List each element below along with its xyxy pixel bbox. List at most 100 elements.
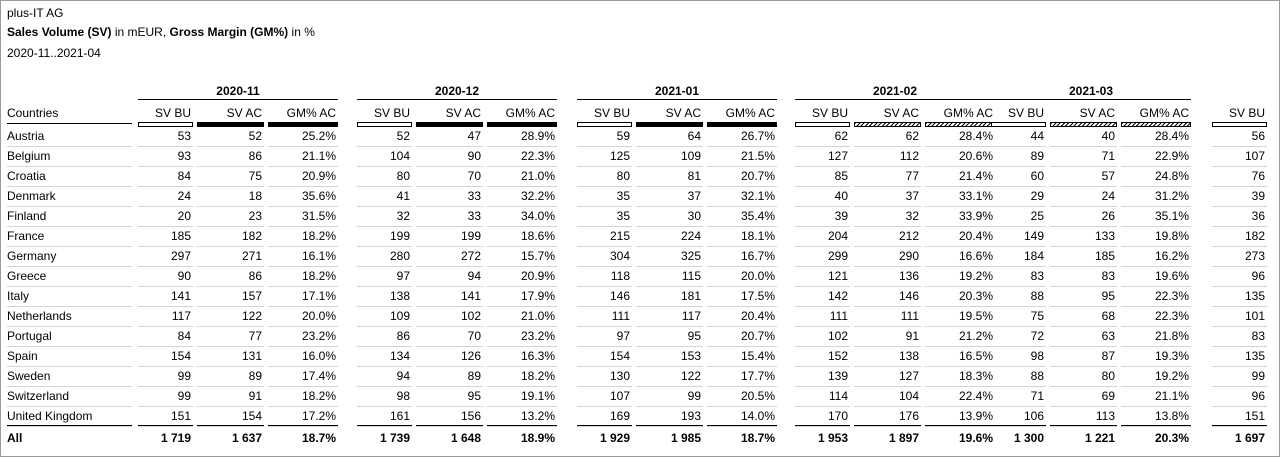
row-separator bbox=[707, 346, 777, 347]
row-separator bbox=[416, 206, 483, 207]
row-separator bbox=[636, 426, 703, 427]
row-separator bbox=[636, 306, 703, 307]
row-country: France bbox=[7, 229, 45, 243]
row-separator bbox=[1121, 286, 1191, 287]
table-cell: 97 bbox=[616, 329, 630, 343]
table-cell: 154 bbox=[609, 349, 630, 363]
row-separator bbox=[7, 426, 132, 427]
table-cell: 117 bbox=[171, 309, 191, 323]
row-separator bbox=[1212, 266, 1267, 267]
table-cell: 99 bbox=[177, 389, 191, 403]
month-header: 2021-02 bbox=[872, 84, 918, 98]
table-cell: 212 bbox=[898, 229, 919, 243]
total-cell: 1 697 bbox=[1234, 431, 1265, 445]
row-separator bbox=[991, 406, 1046, 407]
table-cell: 139 bbox=[827, 369, 848, 383]
row-separator bbox=[854, 366, 921, 367]
table-cell: 71 bbox=[1101, 149, 1115, 163]
row-separator bbox=[636, 406, 703, 407]
row-separator bbox=[991, 246, 1046, 247]
row-separator bbox=[925, 406, 995, 407]
total-cell: 19.6% bbox=[958, 431, 993, 445]
table-cell: 99 bbox=[1251, 369, 1265, 383]
row-separator bbox=[7, 186, 132, 187]
row-separator bbox=[7, 246, 132, 247]
table-cell: 62 bbox=[905, 129, 919, 143]
row-separator bbox=[854, 186, 921, 187]
table-cell: 84 bbox=[177, 169, 191, 183]
table-cell: 107 bbox=[609, 389, 630, 403]
row-separator bbox=[357, 386, 412, 387]
row-separator bbox=[1121, 206, 1191, 207]
row-separator bbox=[416, 266, 483, 267]
table-cell: 304 bbox=[609, 249, 630, 263]
scenario-bar bbox=[991, 122, 1046, 127]
table-cell: 16.1% bbox=[301, 249, 336, 263]
row-separator bbox=[795, 146, 850, 147]
row-separator bbox=[577, 266, 632, 267]
table-cell: 21.0% bbox=[520, 309, 555, 323]
table-cell: 21.5% bbox=[740, 149, 775, 163]
row-separator bbox=[416, 426, 483, 427]
row-separator bbox=[1050, 406, 1117, 407]
table-cell: 69 bbox=[1101, 389, 1115, 403]
row-separator bbox=[357, 206, 412, 207]
column-header: SV AC bbox=[445, 106, 481, 120]
row-separator bbox=[138, 206, 193, 207]
table-cell: 18.3% bbox=[958, 369, 993, 383]
row-separator bbox=[1050, 246, 1117, 247]
title-sv-unit: in mEUR, bbox=[111, 25, 170, 39]
table-cell: 75 bbox=[1030, 309, 1044, 323]
row-separator bbox=[854, 306, 921, 307]
table-cell: 22.3% bbox=[520, 149, 555, 163]
row-separator bbox=[357, 226, 412, 227]
row-separator bbox=[268, 166, 338, 167]
table-cell: 94 bbox=[467, 269, 481, 283]
table-cell: 13.2% bbox=[520, 409, 555, 423]
month-header: 2021-03 bbox=[1068, 84, 1114, 98]
row-separator bbox=[1050, 306, 1117, 307]
table-cell: 16.0% bbox=[301, 349, 336, 363]
total-line bbox=[138, 425, 193, 426]
row-separator bbox=[357, 406, 412, 407]
table-cell: 290 bbox=[898, 249, 919, 263]
row-separator bbox=[357, 306, 412, 307]
row-separator bbox=[636, 286, 703, 287]
row-separator bbox=[1050, 266, 1117, 267]
row-separator bbox=[636, 366, 703, 367]
table-cell: 20.4% bbox=[740, 309, 775, 323]
table-cell: 22.9% bbox=[1154, 149, 1189, 163]
row-separator bbox=[577, 326, 632, 327]
table-cell: 52 bbox=[248, 129, 262, 143]
row-separator bbox=[1212, 206, 1267, 207]
table-cell: 152 bbox=[827, 349, 848, 363]
row-country: Belgium bbox=[7, 149, 51, 163]
total-cell: 1 221 bbox=[1084, 431, 1115, 445]
table-cell: 18.2% bbox=[520, 369, 555, 383]
table-cell: 272 bbox=[460, 249, 481, 263]
table-cell: 25.2% bbox=[301, 129, 336, 143]
table-cell: 90 bbox=[467, 149, 481, 163]
row-separator bbox=[138, 166, 193, 167]
row-separator bbox=[991, 286, 1046, 287]
table-cell: 64 bbox=[687, 129, 701, 143]
total-cell: 1 929 bbox=[599, 431, 630, 445]
total-line bbox=[925, 425, 995, 426]
row-separator bbox=[854, 166, 921, 167]
table-cell: 126 bbox=[460, 349, 481, 363]
table-cell: 161 bbox=[389, 409, 410, 423]
table-cell: 102 bbox=[827, 329, 848, 343]
row-separator bbox=[357, 366, 412, 367]
table-cell: 83 bbox=[1030, 269, 1044, 283]
table-cell: 24 bbox=[1101, 189, 1115, 203]
title-sv: Sales Volume (SV) bbox=[7, 25, 112, 39]
row-separator bbox=[416, 166, 483, 167]
row-separator bbox=[197, 186, 264, 187]
row-separator bbox=[1121, 146, 1191, 147]
table-cell: 95 bbox=[1101, 289, 1115, 303]
table-cell: 98 bbox=[1030, 349, 1044, 363]
row-separator bbox=[1050, 346, 1117, 347]
row-separator bbox=[1121, 266, 1191, 267]
table-cell: 106 bbox=[1023, 409, 1044, 423]
table-cell: 102 bbox=[460, 309, 481, 323]
